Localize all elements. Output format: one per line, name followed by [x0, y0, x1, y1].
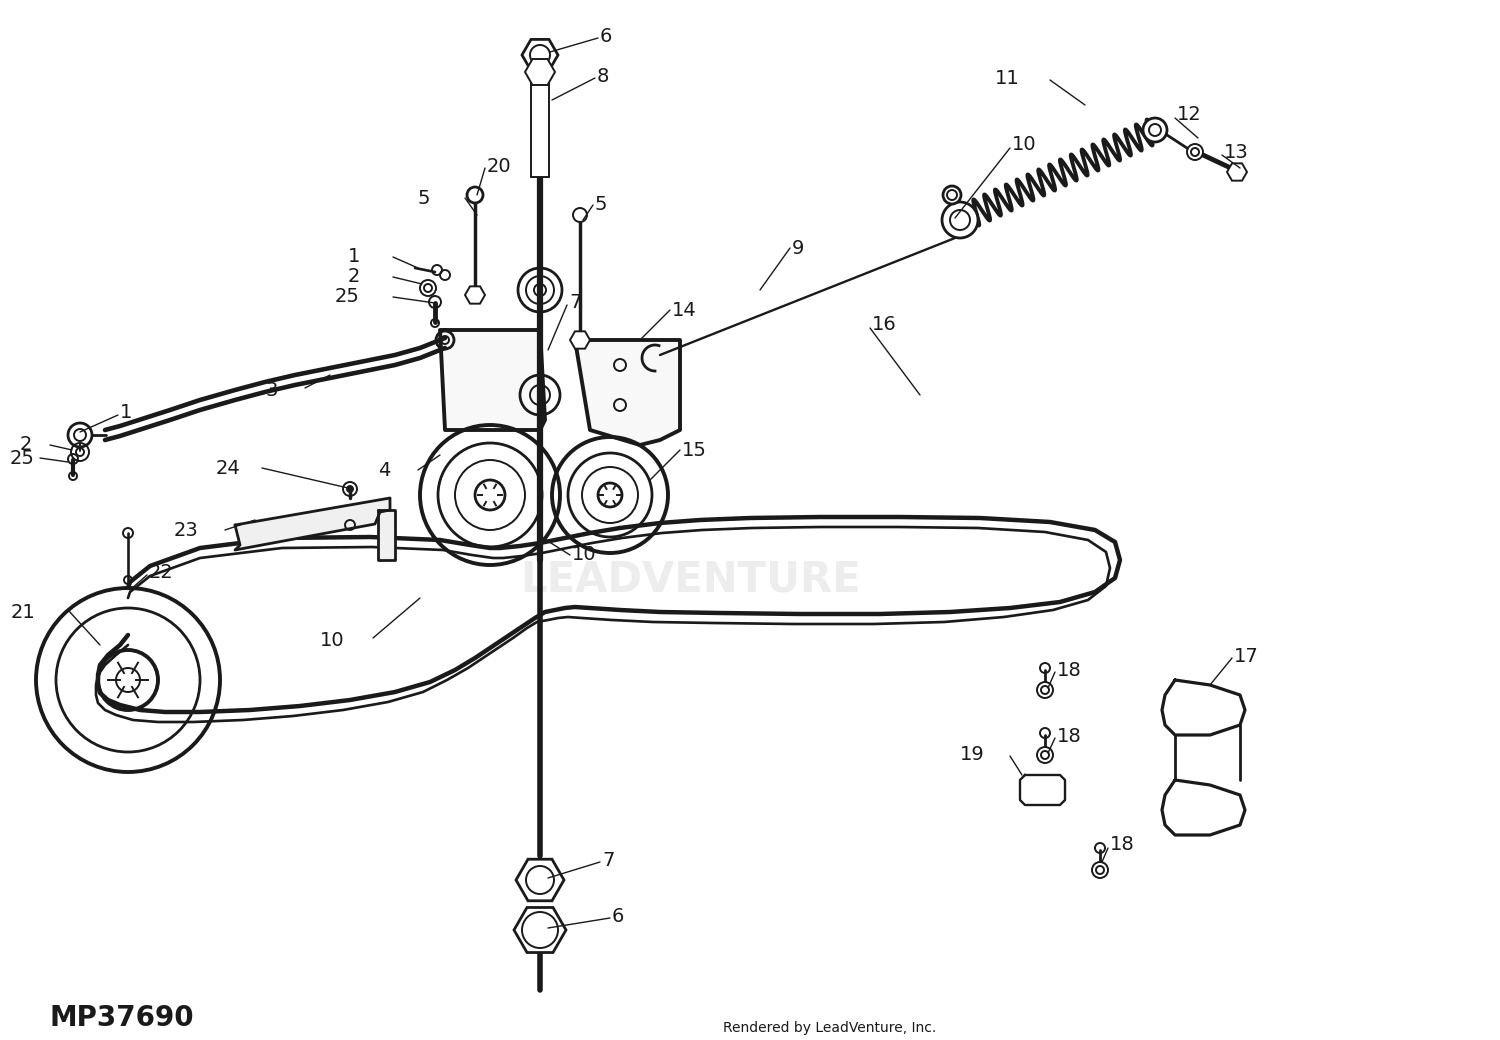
Text: 1: 1	[348, 248, 360, 266]
Text: 24: 24	[216, 459, 240, 477]
Text: 2: 2	[348, 267, 360, 286]
Text: 4: 4	[378, 461, 390, 479]
Circle shape	[942, 202, 978, 238]
Text: 6: 6	[600, 27, 612, 47]
Text: 5: 5	[596, 196, 608, 214]
Circle shape	[1186, 144, 1203, 160]
Circle shape	[573, 208, 586, 222]
Polygon shape	[440, 330, 544, 430]
Text: 10: 10	[1013, 135, 1036, 155]
Circle shape	[1092, 862, 1108, 878]
Text: 14: 14	[672, 301, 696, 319]
Circle shape	[1143, 118, 1167, 142]
Polygon shape	[378, 510, 394, 560]
Text: Rendered by LeadVenture, Inc.: Rendered by LeadVenture, Inc.	[723, 1021, 936, 1035]
Text: 7: 7	[602, 851, 615, 869]
Text: 25: 25	[10, 448, 34, 468]
Text: 10: 10	[321, 630, 345, 650]
Polygon shape	[574, 340, 680, 445]
Text: 25: 25	[334, 287, 360, 307]
Text: 18: 18	[1058, 727, 1082, 746]
Text: 2: 2	[20, 436, 33, 454]
Circle shape	[466, 187, 483, 203]
Circle shape	[1036, 747, 1053, 763]
Circle shape	[1036, 682, 1053, 698]
Text: 17: 17	[1234, 647, 1258, 666]
Text: LEADVENTURE: LEADVENTURE	[519, 560, 861, 601]
Text: 5: 5	[417, 188, 430, 208]
Text: 11: 11	[996, 69, 1020, 87]
Text: 3: 3	[266, 381, 278, 399]
Text: 21: 21	[10, 602, 34, 622]
Text: 1: 1	[120, 404, 132, 422]
Text: 10: 10	[572, 546, 597, 565]
Text: 19: 19	[960, 745, 986, 763]
Text: MP37690: MP37690	[50, 1004, 195, 1032]
Text: 7: 7	[568, 293, 582, 312]
Text: 18: 18	[1110, 835, 1134, 855]
Text: 6: 6	[612, 907, 624, 926]
Text: 13: 13	[1224, 142, 1248, 161]
Polygon shape	[236, 498, 390, 550]
Text: 9: 9	[792, 238, 804, 258]
Bar	[531, 72, 549, 177]
Text: 20: 20	[488, 157, 512, 177]
Text: 8: 8	[597, 68, 609, 86]
Text: 12: 12	[1178, 105, 1202, 125]
Text: 16: 16	[871, 315, 897, 335]
Text: 23: 23	[172, 520, 198, 540]
Text: 15: 15	[682, 441, 706, 460]
Circle shape	[346, 486, 352, 492]
Text: 18: 18	[1058, 660, 1082, 679]
Text: 22: 22	[148, 564, 174, 582]
Circle shape	[944, 186, 962, 204]
